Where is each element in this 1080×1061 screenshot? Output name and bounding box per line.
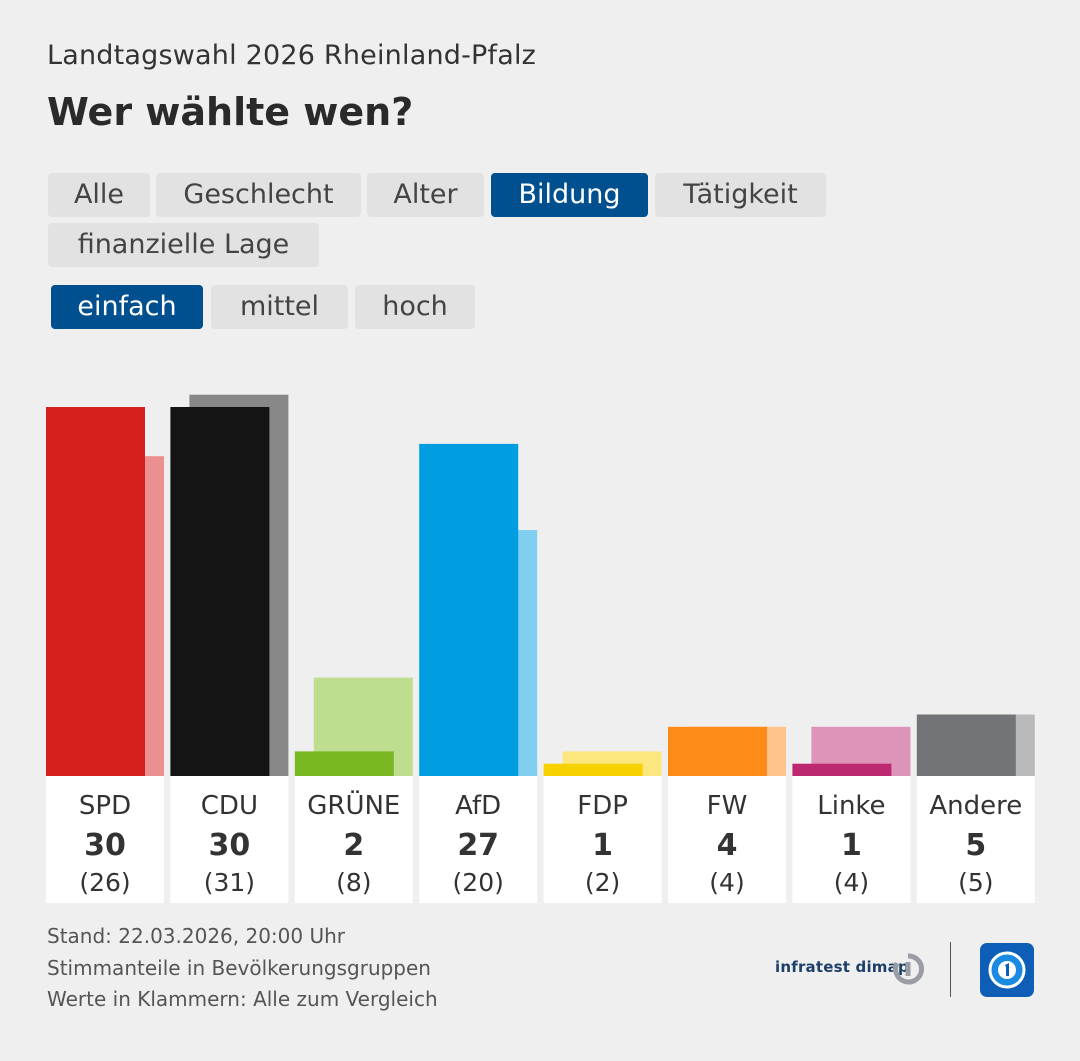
- chart-title: Wer wählte wen?: [47, 90, 414, 134]
- chart-subtitle: Landtagswahl 2026 Rheinland-Pfalz: [47, 40, 537, 71]
- label-box-cdu: [170, 776, 289, 903]
- value-label-fw: 4: [717, 828, 738, 863]
- bar-fdp: [543, 763, 643, 776]
- bar-fw: [668, 726, 767, 776]
- label-box-linke: [792, 776, 911, 903]
- comparison-label-fdp: (2): [585, 868, 620, 897]
- tab-geschlecht[interactable]: Geschlecht: [156, 173, 361, 217]
- label-box-andere: [916, 776, 1035, 903]
- category-label-fdp: FDP: [577, 791, 628, 821]
- label-box-spd: [46, 776, 164, 903]
- label-box-afd: [419, 776, 538, 903]
- comparison-label-grne: (8): [336, 868, 371, 897]
- label-box-fdp: [543, 776, 662, 903]
- footer-note: Werte in Klammern: Alle zum Vergleich: [47, 987, 438, 1011]
- source-label: infratest dimap: [775, 958, 909, 976]
- bar-cdu: [170, 407, 270, 776]
- value-label-cdu: 30: [209, 828, 251, 863]
- value-label-afd: 27: [457, 828, 499, 863]
- tab-taetigkeit[interactable]: Tätigkeit: [655, 173, 826, 217]
- category-label-spd: SPD: [79, 791, 131, 821]
- value-label-fdp: 1: [592, 828, 613, 863]
- bar-spd: [46, 407, 145, 776]
- bar-andere: [916, 714, 1016, 776]
- label-box-grne: [294, 776, 413, 903]
- value-label-grne: 2: [343, 828, 364, 863]
- comparison-label-andere: (5): [958, 868, 993, 897]
- subtab-einfach[interactable]: einfach: [51, 285, 203, 329]
- category-label-linke: Linke: [817, 791, 885, 821]
- ard-logo-icon[interactable]: [980, 943, 1034, 997]
- tab-bildung[interactable]: Bildung: [491, 173, 648, 217]
- category-label-grne: GRÜNE: [307, 789, 400, 821]
- bar-linke: [792, 763, 892, 776]
- value-label-linke: 1: [841, 828, 862, 863]
- category-label-andere: Andere: [929, 791, 1022, 821]
- bar-afd: [419, 443, 519, 776]
- label-box-fw: [668, 776, 786, 903]
- comparison-label-cdu: (31): [204, 868, 255, 897]
- comparison-label-linke: (4): [834, 868, 869, 897]
- footer-stand: Stand: 22.03.2026, 20:00 Uhr: [47, 924, 346, 948]
- value-label-spd: 30: [84, 828, 126, 863]
- tab-alter[interactable]: Alter: [367, 173, 484, 217]
- subtab-mittel[interactable]: mittel: [211, 285, 348, 329]
- comparison-label-fw: (4): [709, 868, 744, 897]
- subtab-hoch[interactable]: hoch: [355, 285, 475, 329]
- tab-finanzielle-lage[interactable]: finanzielle Lage: [48, 223, 319, 267]
- category-label-fw: FW: [707, 791, 748, 821]
- category-label-cdu: CDU: [201, 791, 258, 821]
- footer-description: Stimmanteile in Bevölkerungsgruppen: [47, 956, 431, 980]
- infratest-logo-icon: [893, 953, 925, 985]
- category-label-afd: AfD: [455, 791, 501, 821]
- comparison-label-spd: (26): [79, 868, 130, 897]
- tab-alle[interactable]: Alle: [48, 173, 150, 217]
- footer-divider: [950, 942, 951, 997]
- comparison-label-afd: (20): [453, 868, 504, 897]
- bar-grne: [294, 751, 394, 776]
- value-label-andere: 5: [965, 828, 986, 863]
